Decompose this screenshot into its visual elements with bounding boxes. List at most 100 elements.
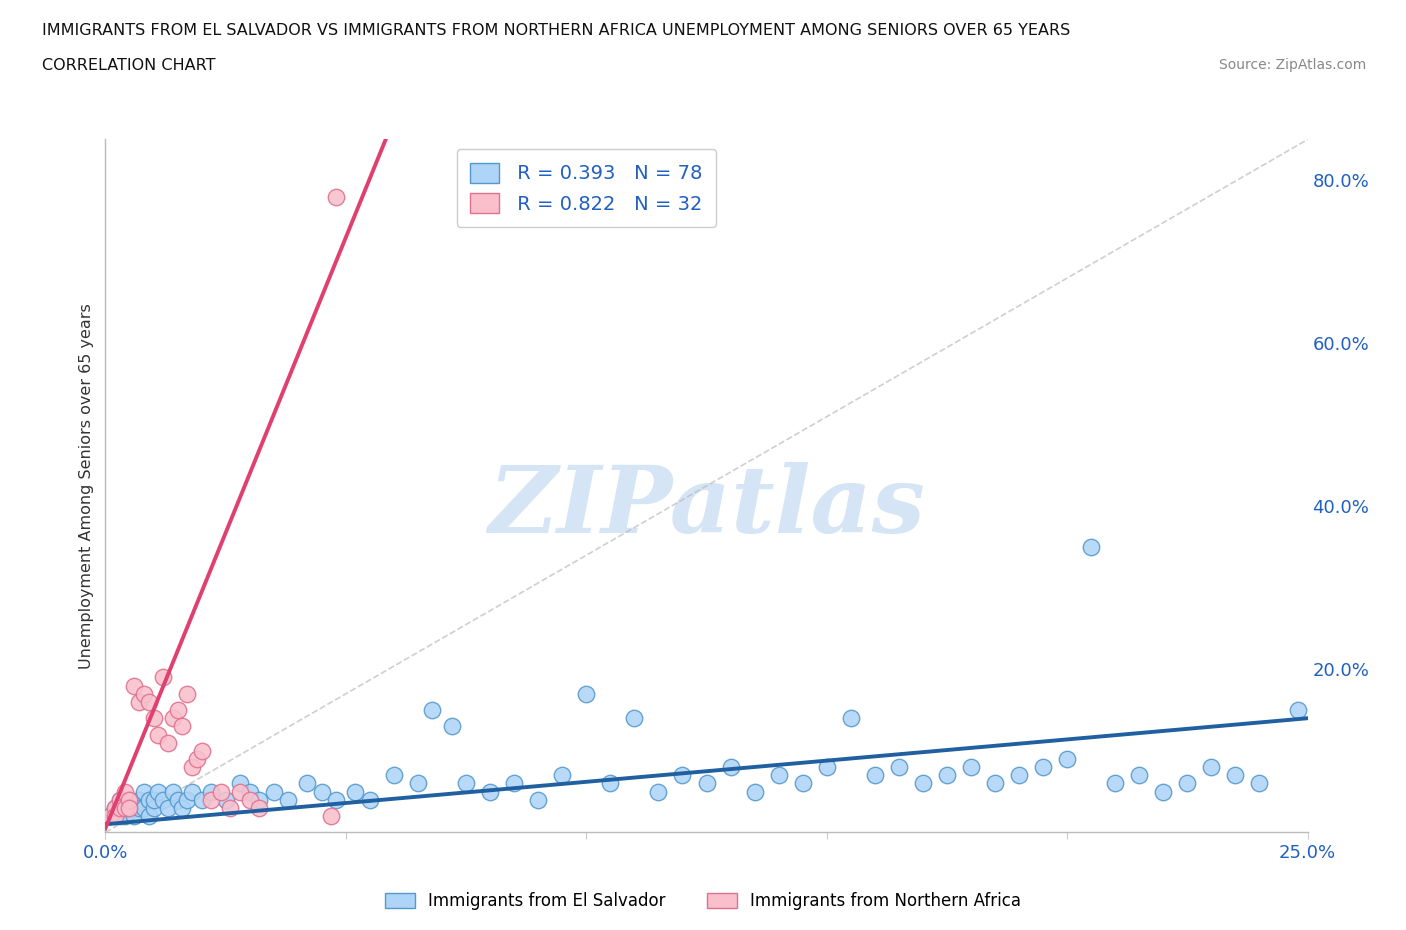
Point [527, 792, 550, 807]
Point [98, 808, 121, 823]
Point [104, 801, 127, 816]
Point [239, 792, 262, 807]
Point [1008, 768, 1031, 783]
Point [768, 768, 790, 783]
Point [166, 703, 188, 718]
Point [148, 784, 170, 799]
Point [440, 719, 463, 734]
Legend:  R = 0.393   N = 78,  R = 0.822   N = 32: R = 0.393 N = 78, R = 0.822 N = 32 [457, 149, 716, 227]
Point [406, 776, 429, 790]
Point [1032, 760, 1054, 775]
Point [321, 808, 343, 823]
Point [219, 801, 242, 816]
Point [1104, 776, 1126, 790]
Point [200, 792, 222, 807]
Point [325, 792, 347, 807]
Text: IMMIGRANTS FROM EL SALVADOR VS IMMIGRANTS FROM NORTHERN AFRICA UNEMPLOYMENT AMON: IMMIGRANTS FROM EL SALVADOR VS IMMIGRANT… [42, 23, 1070, 38]
Point [114, 808, 136, 823]
Point [382, 768, 405, 783]
Point [104, 808, 127, 823]
Point [176, 686, 198, 701]
Point [114, 801, 136, 816]
Point [162, 784, 184, 799]
Point [503, 776, 526, 790]
Point [422, 703, 444, 718]
Point [148, 727, 170, 742]
Point [1225, 768, 1247, 783]
Point [277, 792, 299, 807]
Point [118, 801, 141, 816]
Point [815, 760, 838, 775]
Point [186, 751, 208, 766]
Point [1080, 539, 1102, 554]
Point [551, 768, 574, 783]
Point [176, 792, 198, 807]
Text: ZIPatlas: ZIPatlas [488, 461, 925, 551]
Point [190, 792, 212, 807]
Text: CORRELATION CHART: CORRELATION CHART [42, 58, 215, 73]
Point [118, 801, 141, 816]
Point [263, 784, 285, 799]
Point [214, 792, 236, 807]
Point [156, 801, 179, 816]
Point [118, 792, 141, 807]
Point [1286, 703, 1309, 718]
Point [359, 792, 381, 807]
Point [108, 808, 131, 823]
Point [960, 760, 983, 775]
Point [132, 784, 155, 799]
Point [132, 801, 155, 816]
Point [1201, 760, 1223, 775]
Point [114, 801, 136, 816]
Point [108, 792, 131, 807]
Point [744, 784, 766, 799]
Point [297, 776, 319, 790]
Point [863, 768, 886, 783]
Point [575, 686, 598, 701]
Point [156, 736, 179, 751]
Point [104, 801, 127, 816]
Point [325, 189, 347, 204]
Point [792, 776, 814, 790]
Point [247, 801, 270, 816]
Point [108, 801, 131, 816]
Y-axis label: Unemployment Among Seniors over 65 years: Unemployment Among Seniors over 65 years [79, 303, 94, 669]
Point [162, 711, 184, 725]
Point [454, 776, 477, 790]
Point [311, 784, 333, 799]
Point [152, 670, 174, 684]
Point [229, 776, 252, 790]
Point [647, 784, 669, 799]
Point [671, 768, 693, 783]
Point [839, 711, 862, 725]
Point [172, 719, 194, 734]
Point [138, 792, 160, 807]
Point [479, 784, 502, 799]
Point [209, 784, 232, 799]
Point [142, 801, 165, 816]
Point [124, 678, 146, 693]
Point [911, 776, 934, 790]
Legend: Immigrants from El Salvador, Immigrants from Northern Africa: Immigrants from El Salvador, Immigrants … [378, 885, 1028, 917]
Point [128, 695, 150, 710]
Point [118, 792, 141, 807]
Point [696, 776, 718, 790]
Point [152, 792, 174, 807]
Point [1056, 751, 1078, 766]
Point [247, 792, 270, 807]
Point [200, 784, 222, 799]
Point [166, 792, 188, 807]
Point [124, 801, 146, 816]
Point [142, 792, 165, 807]
Point [1128, 768, 1150, 783]
Point [936, 768, 959, 783]
Point [128, 801, 150, 816]
Point [108, 792, 131, 807]
Point [229, 784, 252, 799]
Point [239, 784, 262, 799]
Point [124, 808, 146, 823]
Point [181, 784, 204, 799]
Point [114, 784, 136, 799]
Point [190, 743, 212, 758]
Point [132, 686, 155, 701]
